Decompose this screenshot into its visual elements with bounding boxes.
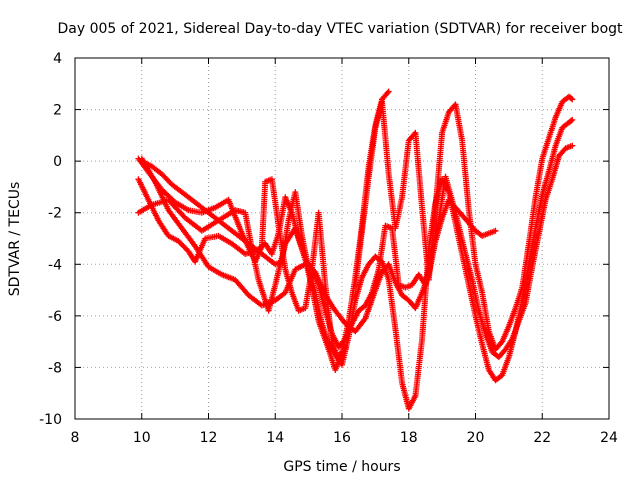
y-tick-label: -10 [39,412,62,428]
y-tick-label: -2 [48,206,62,222]
grid [75,58,609,419]
x-tick-label: 22 [533,430,551,446]
x-tick-label: 24 [600,430,618,446]
x-tick-label: 20 [467,430,485,446]
series-trace-6 [352,93,576,353]
series-markers [135,155,349,363]
y-tick-label: -4 [48,257,62,273]
x-tick-label: 14 [266,430,284,446]
x-tick-label: 10 [133,430,151,446]
x-axis-label: GPS time / hours [283,459,400,475]
data-series [135,88,576,412]
series-trace-5 [138,116,576,412]
series-markers [352,93,576,353]
x-tick-label: 8 [71,430,80,446]
y-axis-label: SDTVAR / TECUs [7,182,23,297]
x-tick-label: 18 [400,430,418,446]
y-tick-label: -8 [48,360,62,376]
x-tick-label: 12 [200,430,218,446]
chart-title: Day 005 of 2021, Sidereal Day-to-day VTE… [57,21,623,37]
series-markers [138,116,576,412]
series-trace-2 [135,155,349,363]
x-tick-label: 16 [333,430,351,446]
y-tick-label: 0 [53,154,62,170]
y-tick-label: 2 [53,103,62,119]
y-tick-label: 4 [53,51,62,67]
plot-frame [74,57,610,420]
y-tick-label: -6 [48,309,62,325]
